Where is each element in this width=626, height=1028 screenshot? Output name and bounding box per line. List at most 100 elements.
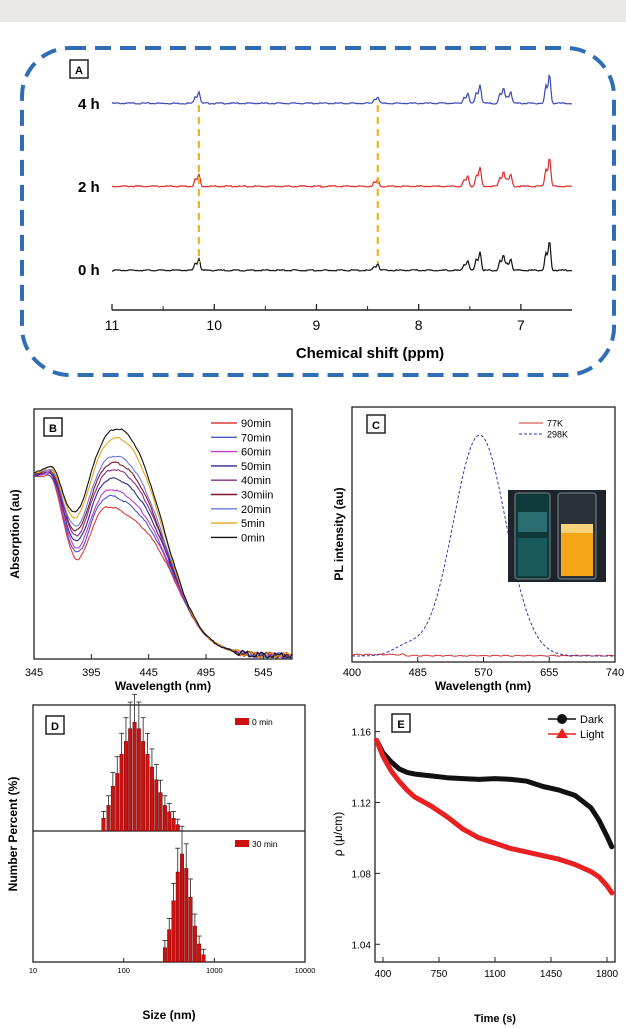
panel-c-label: C <box>372 420 380 432</box>
size-bar <box>136 728 141 832</box>
b-x-tick-label: 395 <box>82 667 100 679</box>
e-y-tick-label: 1.04 <box>352 940 372 951</box>
legend-label-5min: 5min <box>241 518 265 530</box>
panel-b-label: B <box>49 423 57 435</box>
size-bar <box>162 947 167 963</box>
a-x-tick-label: 7 <box>517 317 525 333</box>
panel-a: A 4 h 2 h 0 h 11 10 9 8 7 Chemical shift (pp… <box>20 46 616 377</box>
legend-label-77K: 77K <box>547 419 563 429</box>
size-bar <box>132 722 137 832</box>
absorption-curve-0min <box>33 428 293 659</box>
a-x-tick-label: 10 <box>206 317 222 333</box>
resistivity-curve-light <box>374 737 615 896</box>
b-x-tick-label: 545 <box>254 667 272 679</box>
size-bar <box>101 818 106 832</box>
top-strip <box>0 0 626 22</box>
legend-label-40min: 40min <box>241 475 271 487</box>
e-y-tick-label: 1.12 <box>352 798 372 809</box>
size-bar <box>184 868 189 963</box>
size-bar <box>175 871 180 963</box>
spectrum-2h <box>111 158 573 188</box>
a-x-tick-label: 9 <box>313 317 321 333</box>
legend-marker-circle <box>557 714 567 724</box>
e-x-tick-label: 1100 <box>484 969 506 980</box>
trace-label-2h: 2 h <box>78 179 100 196</box>
panel-b-label-box <box>43 417 63 437</box>
size-bar <box>149 766 154 832</box>
size-bar <box>141 741 146 832</box>
size-bar <box>175 824 180 832</box>
legend-label-90min: 90min <box>241 418 271 430</box>
size-bar <box>128 728 133 832</box>
legend-label-50min: 50min <box>241 461 271 473</box>
size-bar <box>197 943 202 963</box>
e-y-tick-label: 1.08 <box>352 869 372 880</box>
panel-e-label-box <box>391 713 411 733</box>
vial-left-liquid <box>518 538 547 576</box>
size-bar <box>124 741 128 832</box>
panel-e-label: E <box>397 719 404 731</box>
legend-label-30min: 30 min <box>252 839 278 849</box>
panel-d: D 0 min 30 min 10 100 1000 10000 Size (nm) N… <box>6 693 316 1022</box>
size-bar <box>110 786 115 832</box>
panel-a-label: A <box>75 65 83 77</box>
legend-label-0min: 0 min <box>252 717 273 727</box>
panel-e-xlabel: Time (s) <box>474 1013 516 1025</box>
legend-label-light: Light <box>580 729 604 741</box>
vial-right-glow <box>561 524 593 533</box>
legend-label-60min: 60min <box>241 447 271 459</box>
d-x-tick-label: 10 <box>29 966 37 975</box>
absorption-curve-5min <box>33 436 293 660</box>
c-x-tick-label: 740 <box>606 667 624 679</box>
panel-d-xlabel: Size (nm) <box>142 1008 195 1022</box>
pl-curve-77K <box>351 653 616 657</box>
b-x-tick-label: 495 <box>197 667 215 679</box>
c-x-tick-label: 570 <box>474 667 492 679</box>
panel-d-label-box <box>45 715 65 735</box>
size-bar <box>188 897 193 963</box>
trace-label-4h: 4 h <box>78 96 100 113</box>
c-x-tick-label: 400 <box>343 667 361 679</box>
e-y-tick-label: 1.16 <box>352 728 372 739</box>
size-bar <box>119 754 124 832</box>
panel-b-xlabel: Wavelength (nm) <box>115 679 211 693</box>
legend-label-30miin: 30miin <box>241 490 273 502</box>
spectrum-4h <box>111 74 573 105</box>
spectrum-0h <box>112 242 573 272</box>
a-x-tick-label: 11 <box>105 317 120 333</box>
legend-swatch-0min <box>235 718 249 725</box>
a-x-tick-label: 8 <box>415 317 423 333</box>
panel-c-ylabel: PL intensity (au) <box>332 487 346 580</box>
size-bar <box>145 754 150 832</box>
panel-b-ylabel: Absorption (au) <box>8 489 22 578</box>
trace-label-0h: 0 h <box>78 262 100 279</box>
panel-d-label: D <box>51 721 59 733</box>
legend-label-70min: 70min <box>241 432 271 444</box>
e-x-tick-label: 400 <box>375 969 392 980</box>
panel-a-xlabel: Chemical shift (ppm) <box>296 345 444 362</box>
absorption-curve-90min <box>33 474 293 659</box>
panel-e: E Dark Light 400 750 1100 1450 1800 1.04 1.08 1.… <box>331 704 619 1025</box>
vial-right-liquid <box>561 532 593 576</box>
c-x-tick-label: 655 <box>540 667 558 679</box>
d-x-tick-label: 100 <box>117 966 130 975</box>
size-bar <box>192 925 197 963</box>
size-bar <box>158 792 163 832</box>
d-x-tick-label: 1000 <box>206 966 223 975</box>
e-x-tick-label: 1800 <box>596 969 619 980</box>
c-x-tick-label: 485 <box>409 667 427 679</box>
panel-d-ylabel: Number Percent (%) <box>6 777 20 892</box>
size-bar <box>167 929 172 963</box>
resistivity-curve-dark <box>374 737 615 850</box>
d-x-tick-label: 10000 <box>295 966 316 975</box>
size-bar <box>162 805 167 832</box>
b-x-tick-label: 445 <box>139 667 157 679</box>
panel-c-label-box <box>366 414 386 434</box>
b-x-tick-label: 345 <box>25 667 43 679</box>
vial-left-liquid-top <box>518 512 547 532</box>
size-bar <box>171 818 176 832</box>
size-bar <box>154 779 159 832</box>
legend-label-298K: 298K <box>547 430 568 440</box>
legend-label-20min: 20min <box>241 504 271 516</box>
